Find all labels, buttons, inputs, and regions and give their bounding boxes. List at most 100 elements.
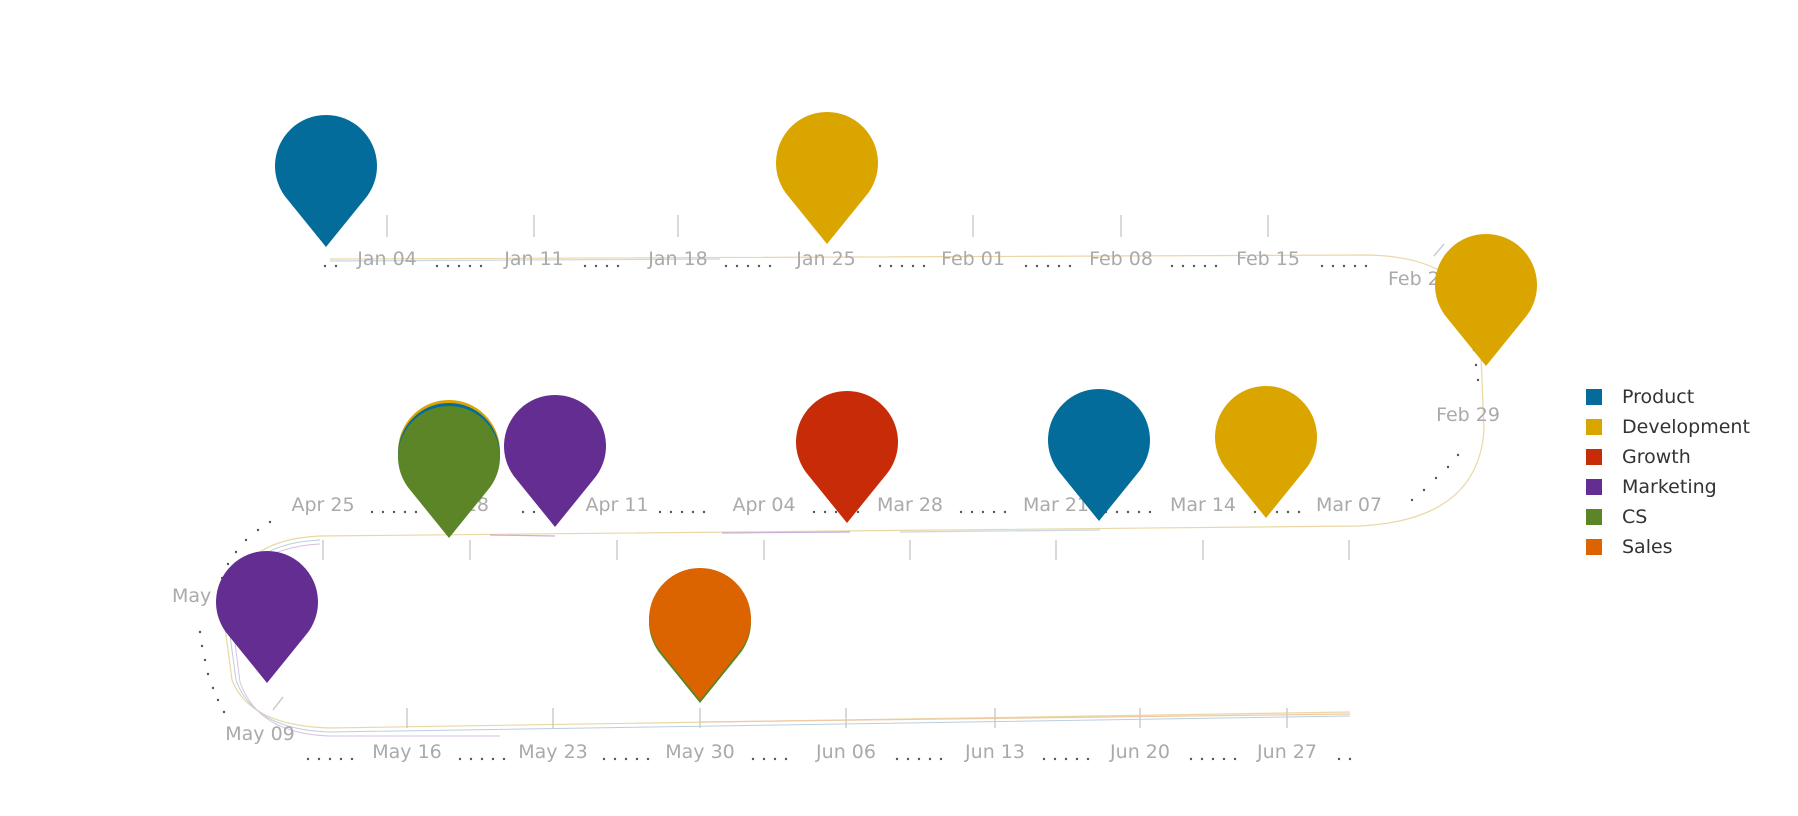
dot-connector (1353, 264, 1357, 268)
dot-connector (922, 264, 926, 268)
tick-marks (272, 215, 1445, 728)
milestone-pin-development[interactable] (776, 112, 879, 245)
milestone-pins (216, 112, 1538, 703)
dot-connector (1024, 264, 1028, 268)
legend-item[interactable]: Development (1586, 412, 1750, 442)
dot-connector (992, 510, 996, 514)
dot-connector (1320, 264, 1324, 268)
dot-connector (928, 757, 932, 761)
tick-label: Apr 11 (585, 494, 648, 516)
dot-connector (244, 538, 248, 542)
dot-connector (1200, 757, 1204, 761)
dot-connector (1075, 757, 1079, 761)
legend-item[interactable]: Product (1586, 382, 1750, 412)
dot-connector (480, 757, 484, 761)
dot-connector (1434, 476, 1438, 480)
dot-connector (222, 710, 226, 714)
dot-connector (768, 264, 772, 268)
legend-swatch (1586, 449, 1602, 465)
milestone-pin-sales[interactable] (649, 568, 751, 700)
dot-connector (1275, 510, 1279, 514)
dot-connector (1003, 510, 1007, 514)
dot-connector (211, 686, 215, 690)
track-path-8 (899, 529, 1101, 533)
legend-item[interactable]: CS (1586, 502, 1750, 532)
milestone-pin-product[interactable] (1048, 388, 1150, 521)
dot-connector (784, 757, 788, 761)
dot-connector (457, 264, 461, 268)
milestone-pin-product[interactable] (275, 114, 378, 247)
dot-connector (1446, 465, 1450, 469)
legend-item[interactable]: Sales (1586, 532, 1750, 562)
dot-connector (339, 757, 343, 761)
dot-connector (602, 757, 606, 761)
dot-connector (917, 757, 921, 761)
dot-connector (1115, 510, 1119, 514)
dot-connector (1476, 378, 1480, 382)
dot-connector (856, 510, 860, 514)
milestone-pin-development[interactable] (1435, 233, 1538, 366)
dot-connector (834, 510, 838, 514)
tick-label: Mar 28 (877, 494, 943, 516)
dot-connector (435, 264, 439, 268)
dot-connector (1222, 757, 1226, 761)
milestone-pin-growth[interactable] (796, 391, 899, 523)
dot-connector (1410, 498, 1414, 502)
dot-connector (479, 264, 483, 268)
dot-connector (317, 757, 321, 761)
dot-connector (1348, 757, 1352, 761)
dot-connector (1181, 264, 1185, 268)
dot-connector (1053, 757, 1057, 761)
track-path-4 (699, 713, 1351, 723)
dot-connector (680, 510, 684, 514)
dot-connector (502, 757, 506, 761)
dot-connector (1148, 510, 1152, 514)
dot-connector (900, 264, 904, 268)
legend-label: CS (1622, 506, 1648, 528)
dot-connector (735, 264, 739, 268)
dot-connector (226, 562, 230, 566)
dot-connector (198, 630, 202, 634)
dot-connector (403, 510, 407, 514)
dot-connector (889, 264, 893, 268)
legend-item[interactable]: Marketing (1586, 472, 1750, 502)
legend-label: Development (1622, 416, 1750, 438)
milestone-pin-marketing[interactable] (503, 395, 606, 527)
dot-connector (446, 264, 450, 268)
dot-connector (823, 510, 827, 514)
legend-swatch (1586, 509, 1602, 525)
dot-connector (624, 757, 628, 761)
tick-label: Jan 25 (795, 248, 856, 270)
track-path-7 (721, 531, 851, 534)
dot-connector (323, 264, 327, 268)
dot-connector (1042, 757, 1046, 761)
milestone-pin-development[interactable] (1215, 385, 1317, 518)
milestone-pin-cs[interactable] (398, 406, 500, 538)
dot-connector (1286, 510, 1290, 514)
tick-mark (1433, 243, 1445, 257)
dot-connector (959, 510, 963, 514)
milestone-pin-marketing[interactable] (216, 551, 319, 683)
dot-connector (1046, 264, 1050, 268)
dot-connector (1297, 510, 1301, 514)
dot-connector (328, 757, 332, 761)
dot-connector (200, 644, 204, 648)
tick-label: Mar 21 (1023, 494, 1089, 516)
legend-item[interactable]: Growth (1586, 442, 1750, 472)
tick-label: Mar 07 (1316, 494, 1382, 516)
tick-label: Jun 20 (1109, 741, 1170, 763)
dot-connector (1064, 757, 1068, 761)
tick-label: Feb 08 (1089, 248, 1153, 270)
legend-swatch (1586, 539, 1602, 555)
tick-mark (272, 696, 284, 711)
tick-label: Apr 25 (291, 494, 354, 516)
legend-label: Product (1622, 386, 1695, 408)
tick-label: Apr 04 (732, 494, 795, 516)
dot-connector (981, 510, 985, 514)
dot-connector (381, 510, 385, 514)
dot-connector (458, 757, 462, 761)
dot-connector (306, 757, 310, 761)
track-path-5 (329, 258, 721, 262)
tick-label: Jan 04 (356, 248, 417, 270)
